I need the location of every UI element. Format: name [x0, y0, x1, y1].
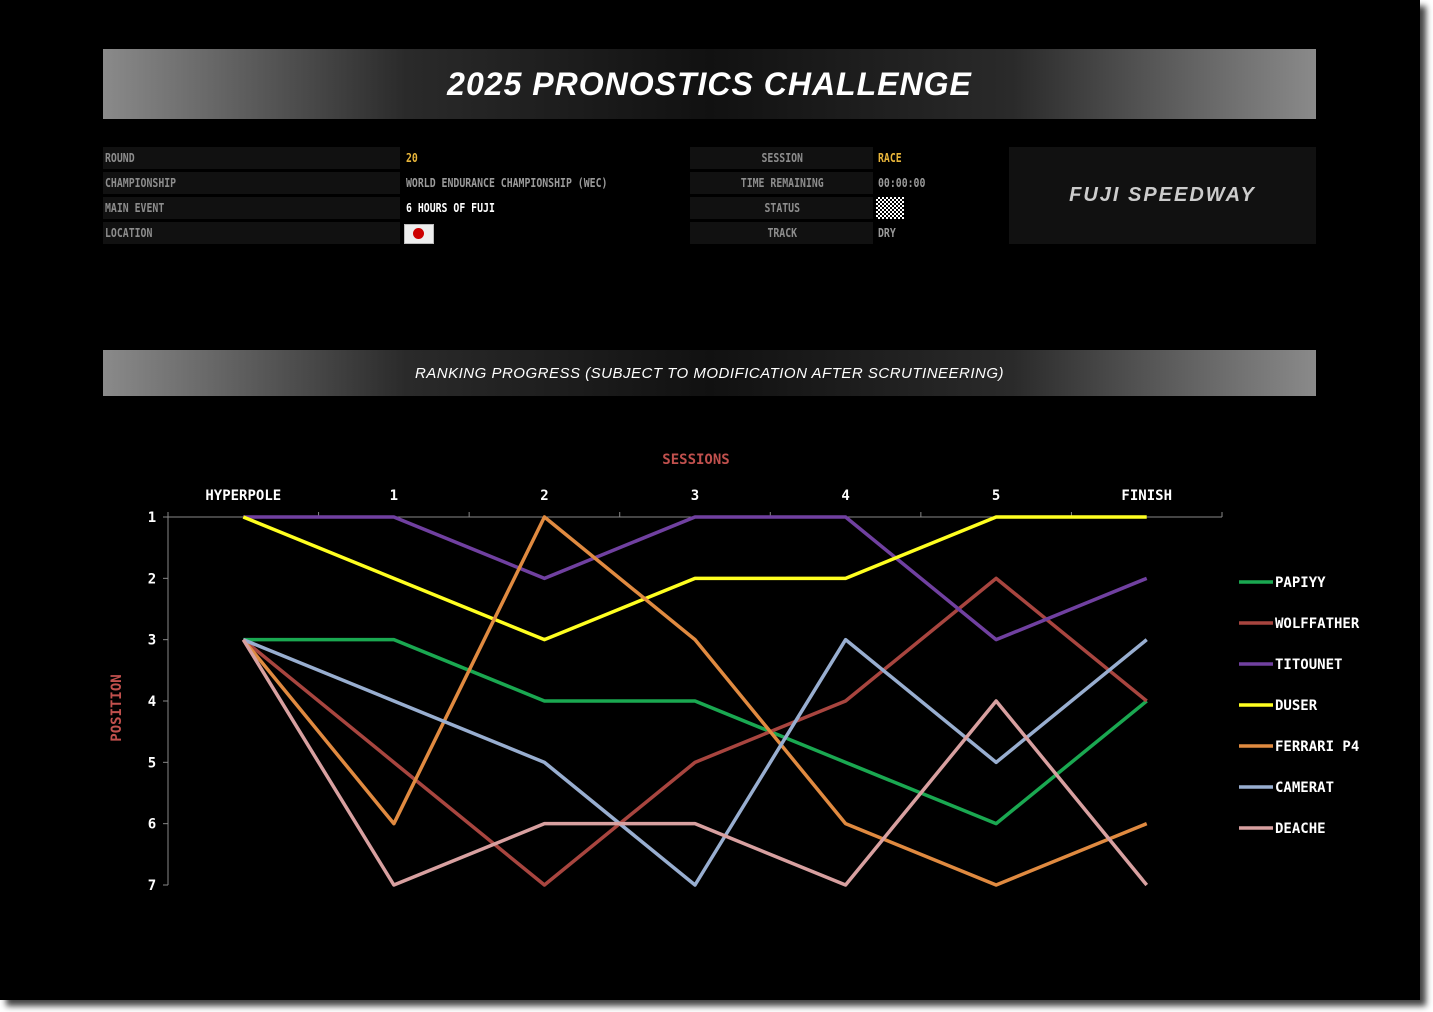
legend-label: DUSER [1275, 698, 1318, 714]
legend-label: PAPIYY [1275, 575, 1326, 591]
japan-flag-icon [404, 224, 434, 244]
series-line-wolffather [242, 576, 1148, 887]
series-line-duser [242, 515, 1147, 642]
info-label-cell [690, 147, 873, 169]
x-tick-label: 1 [390, 488, 398, 504]
series-line-deache [241, 638, 1149, 887]
info-label-cell [690, 222, 873, 244]
legend-label: FERRARI P4 [1275, 739, 1359, 755]
y-tick-label: 7 [148, 878, 156, 894]
page-title: 2025 PRONOSTICS CHALLENGE [103, 49, 1316, 119]
info-label: STATUS [764, 201, 801, 215]
series-line-titounet [243, 515, 1148, 642]
info-value: 20 [406, 151, 418, 165]
dashboard: 2025 PRONOSTICS CHALLENGE ROUND 20 CHAMPIO… [0, 0, 1420, 1000]
y-tick-label: 4 [148, 694, 156, 710]
info-value: RACE [878, 151, 902, 165]
info-label-cell [690, 197, 873, 219]
info-label: MAIN EVENT [105, 201, 165, 215]
y-axis-title: POSITION [109, 674, 125, 741]
x-tick-label: HYPERPOLE [205, 488, 281, 504]
ranking-chart: HYPERPOLE 1 2 3 4 5 FINISH 1 2 3 4 5 6 7 SESSIONS POSIT… [109, 452, 1360, 894]
fuji-speedway-logo: FUJI SPEEDWAY [1009, 147, 1316, 244]
series-line-camerat [242, 637, 1148, 887]
legend-label: WOLFFATHER [1275, 616, 1360, 632]
y-tick-label: 2 [148, 571, 156, 587]
legend-label: DEACHE [1275, 821, 1326, 837]
info-label: CHAMPIONSHIP [105, 176, 177, 190]
x-tick-label: FINISH [1121, 488, 1172, 504]
x-axis-title: SESSIONS [662, 452, 729, 468]
checkered-flag-icon [876, 197, 904, 219]
y-tick-label: 5 [148, 755, 156, 771]
y-tick-label: 6 [148, 817, 156, 833]
info-value: 00:00:00 [878, 176, 926, 190]
x-tick-label: 3 [691, 488, 699, 504]
series-line-papiyy [243, 637, 1148, 826]
info-value: 6 HOURS OF FUJI [406, 201, 495, 215]
y-tick-label: 1 [148, 510, 156, 526]
info-label: TIME REMAINING [740, 176, 824, 190]
info-label: ROUND [105, 151, 135, 165]
info-value: WORLD ENDURANCE CHAMPIONSHIP (WEC) [406, 176, 608, 190]
info-label: SESSION [761, 151, 803, 165]
x-tick-label: 4 [841, 488, 849, 504]
legend-label: TITOUNET [1275, 657, 1342, 673]
info-value: DRY [878, 226, 896, 240]
x-tick-label: 2 [540, 488, 548, 504]
x-tick-label: 5 [992, 488, 1000, 504]
legend-label: CAMERAT [1275, 780, 1334, 796]
info-label-cell [690, 172, 873, 194]
chart-title-bar: RANKING PROGRESS (SUBJECT TO MODIFICATIO… [103, 350, 1316, 396]
info-label-cell [103, 147, 400, 169]
info-label: LOCATION [105, 226, 153, 240]
series-line-ferrari-p4 [241, 515, 1148, 887]
y-tick-label: 3 [148, 633, 156, 649]
info-label-cell [103, 172, 400, 194]
info-label-cell [103, 197, 400, 219]
info-label: TRACK [767, 226, 798, 240]
info-label-cell [103, 222, 400, 244]
